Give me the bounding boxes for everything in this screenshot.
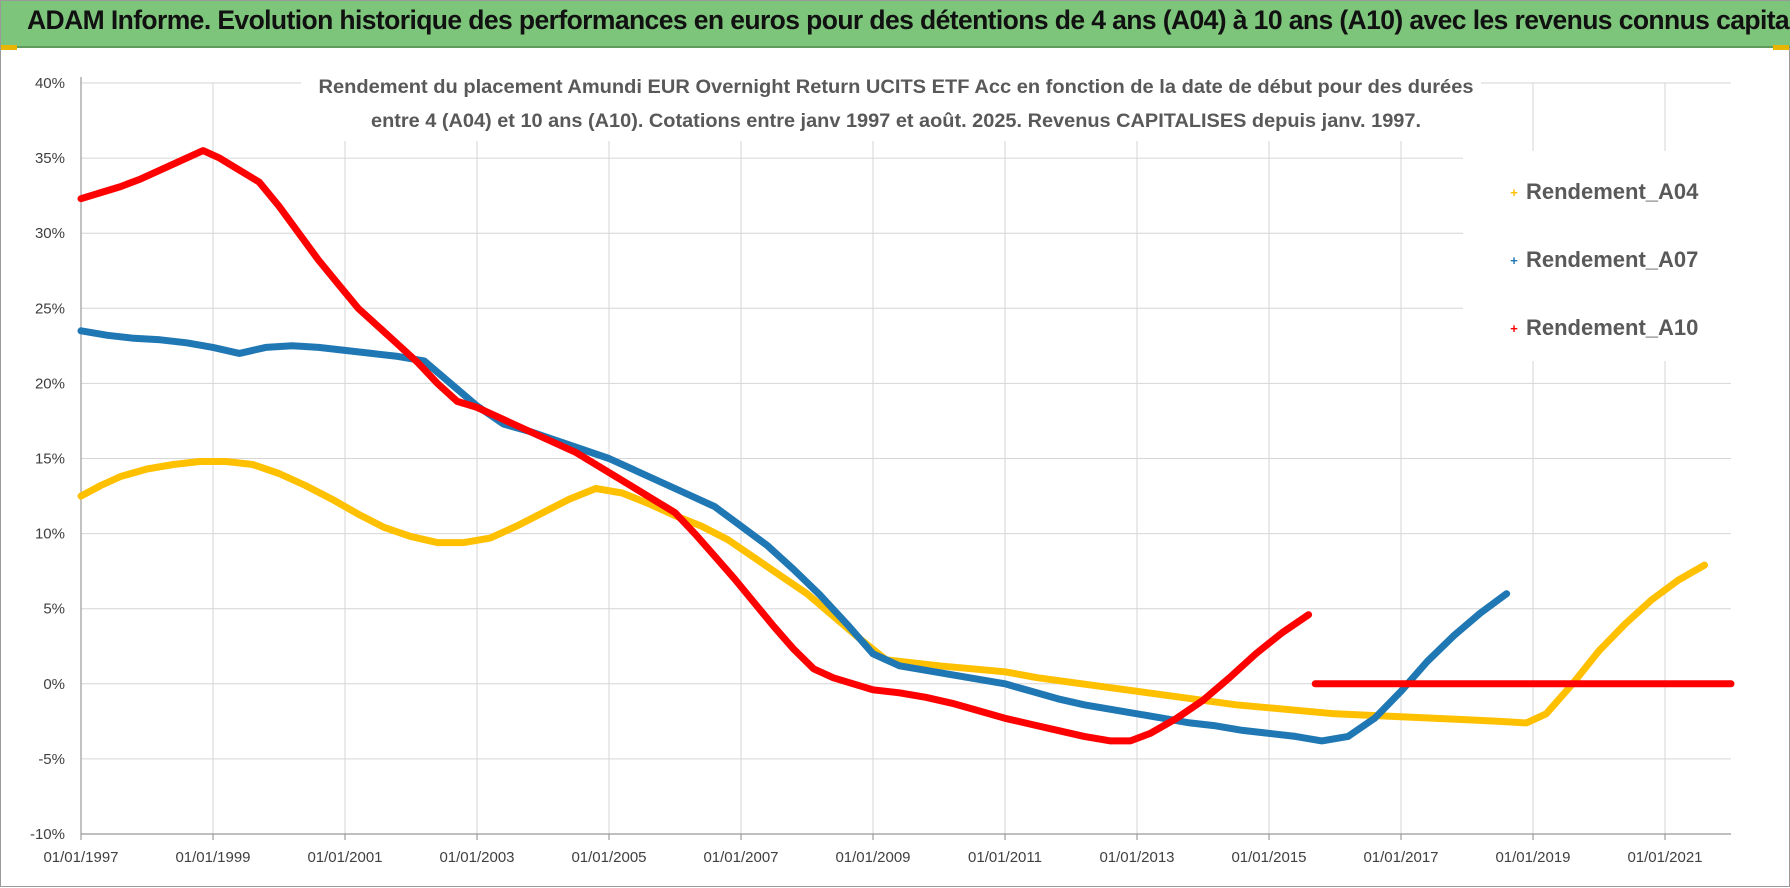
x-tick-label: 01/01/1997 xyxy=(43,849,118,866)
x-tick-label: 01/01/2009 xyxy=(835,849,910,866)
y-tick-label: 35% xyxy=(35,150,65,167)
series-rendement-a04 xyxy=(77,458,1709,727)
x-tick-label: 01/01/2019 xyxy=(1495,849,1570,866)
legend-label: Rendement_A04 xyxy=(1526,179,1699,204)
legend-marker-rendement-a04: + xyxy=(1510,185,1518,200)
x-tick-label: 01/01/2003 xyxy=(439,849,514,866)
y-tick-label: 25% xyxy=(35,300,65,317)
legend-label: Rendement_A10 xyxy=(1526,315,1698,340)
legend-background xyxy=(1463,151,1731,361)
series-rendement-a10 xyxy=(77,147,1313,745)
x-tick-label: 01/01/1999 xyxy=(175,849,250,866)
y-tick-label: -10% xyxy=(30,826,65,843)
legend-label: Rendement_A07 xyxy=(1526,247,1698,272)
legend-marker-rendement-a07: + xyxy=(1510,253,1518,268)
y-tick-label: 20% xyxy=(35,375,65,392)
y-tick-label: 30% xyxy=(35,225,65,242)
x-tick-label: 01/01/2021 xyxy=(1627,849,1702,866)
header-title: ADAM Informe. Evolution historique des p… xyxy=(27,5,1790,35)
y-tick-label: 40% xyxy=(35,75,65,92)
x-tick-label: 01/01/2007 xyxy=(703,849,778,866)
y-tick-label: 5% xyxy=(43,601,65,618)
legend: + Rendement_A04 + Rendement_A07 + Rendement_A… xyxy=(1463,151,1731,361)
y-tick-label: 15% xyxy=(35,451,65,468)
x-tick-label: 01/01/2011 xyxy=(968,849,1042,866)
x-tick-label: 01/01/2013 xyxy=(1099,849,1174,866)
legend-marker-rendement-a10: + xyxy=(1510,321,1518,336)
corner-accent-right xyxy=(1773,45,1789,50)
chart-title-line-2: entre 4 (A04) et 10 ans (A10). Cotations… xyxy=(371,110,1421,132)
y-tick-label: -5% xyxy=(38,751,65,768)
x-tick-label: 01/01/2005 xyxy=(571,849,646,866)
corner-accent-left xyxy=(1,45,17,50)
chart-title-background xyxy=(301,67,1481,141)
series-rendement-a07 xyxy=(77,327,1511,745)
x-tick-label: 01/01/2001 xyxy=(307,849,382,866)
x-tick-label: 01/01/2015 xyxy=(1231,849,1306,866)
chart-title-line-1: Rendement du placement Amundi EUR Overni… xyxy=(319,76,1474,98)
y-tick-label: 0% xyxy=(43,676,65,693)
header-banner: ADAM Informe. Evolution historique des p… xyxy=(1,1,1790,48)
x-tick-label: 01/01/2017 xyxy=(1363,849,1438,866)
y-tick-label: 10% xyxy=(35,526,65,543)
